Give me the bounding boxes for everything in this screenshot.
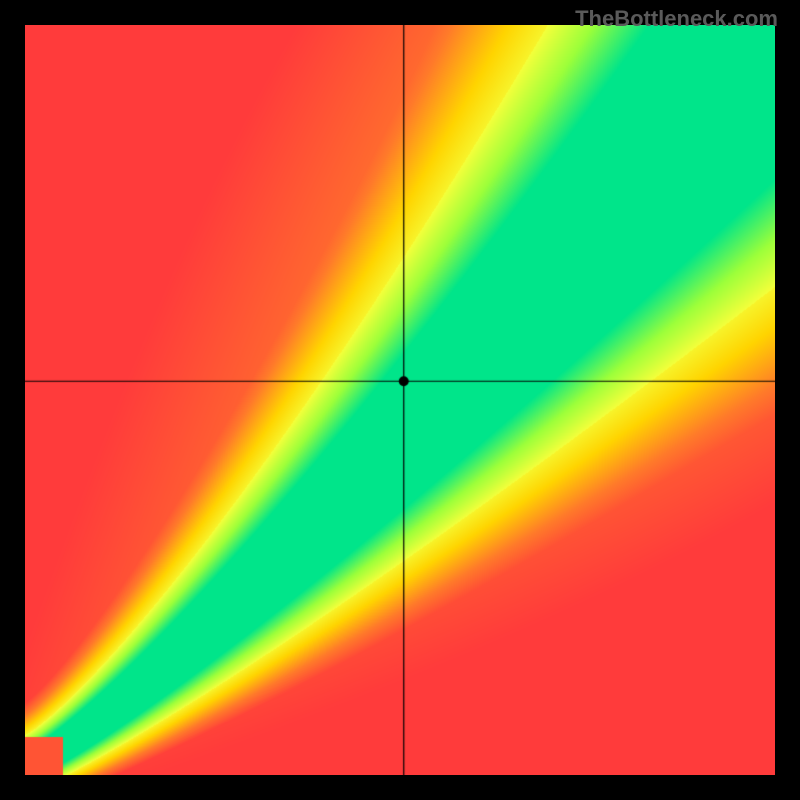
plot-area [25, 25, 775, 775]
heatmap-canvas [25, 25, 775, 775]
watermark: TheBottleneck.com [575, 6, 778, 32]
chart-container: TheBottleneck.com [0, 0, 800, 800]
